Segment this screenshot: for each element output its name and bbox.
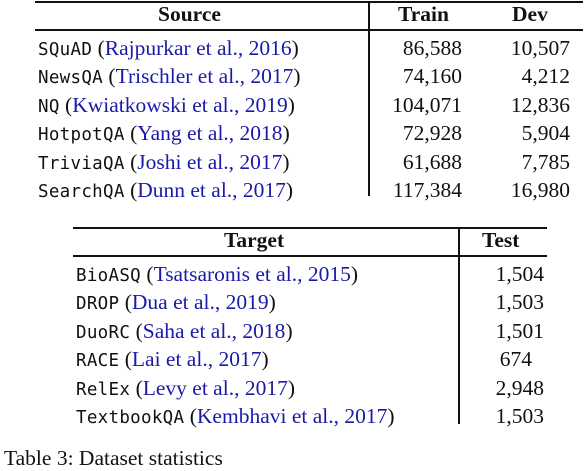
target-header-row: Target Test — [0, 226, 586, 255]
dev-value: 4,212 — [521, 64, 570, 88]
dataset-name: RACE — [76, 351, 120, 371]
dataset-name: SearchQA — [38, 182, 125, 202]
citation-link[interactable]: Kembhavi et al., 2017 — [196, 404, 388, 428]
dataset-name: TriviaQA — [38, 153, 125, 174]
train-value: 117,384 — [392, 178, 462, 202]
citation-link[interactable]: Joshi et al., 2017 — [137, 149, 283, 174]
citation-link[interactable]: Tsatsaronis et al., 2015 — [153, 261, 351, 286]
table-row: DuoRC (Saha et al., 2018) 1,501 — [76, 318, 544, 343]
train-value: 61,688 — [402, 149, 462, 174]
table-row: TriviaQA (Joshi et al., 2017) 61,688 7,7… — [38, 149, 570, 174]
dev-value: 16,980 — [510, 178, 570, 202]
citation-link[interactable]: Kwiatkowski et al., 2019 — [72, 92, 288, 117]
citation-link[interactable]: Saha et al., 2018 — [142, 318, 286, 343]
citation-link[interactable]: Dua et al., 2019 — [131, 290, 269, 314]
target-header-test: Test — [482, 228, 520, 252]
table-caption: Table 3: Dataset statistics — [4, 446, 223, 470]
table-row: NewsQA (Trischler et al., 2017) 74,160 4… — [38, 64, 570, 88]
table-row: RACE (Lai et al., 2017) 674 — [76, 347, 532, 371]
citation-link[interactable]: Levy et al., 2017 — [142, 375, 288, 400]
dataset-name: NQ — [38, 96, 60, 117]
source-header-train: Train — [398, 2, 449, 26]
table-row: RelEx (Levy et al., 2017) 2,948 — [76, 375, 544, 400]
test-value: 1,503 — [495, 404, 544, 428]
table-row: HotpotQA (Yang et al., 2018) 72,928 5,90… — [38, 121, 570, 145]
citation-link[interactable]: Rajpurkar et al., 2016 — [104, 35, 292, 60]
citation-link[interactable]: Lai et al., 2017 — [131, 347, 262, 371]
dataset-name: SQuAD — [38, 39, 93, 60]
test-value: 1,503 — [495, 290, 544, 314]
dev-value: 10,507 — [510, 35, 570, 60]
table-row: SearchQA (Dunn et al., 2017) 117,384 16,… — [38, 178, 570, 202]
source-header-dev: Dev — [512, 2, 548, 26]
source-table: Source Train Dev SQuAD (Rajpurkar et al.… — [0, 0, 586, 201]
table-row: DROP (Dua et al., 2019) 1,503 — [76, 290, 544, 314]
test-value: 2,948 — [495, 375, 544, 400]
source-header-source: Source — [158, 2, 221, 26]
dev-value: 7,785 — [521, 149, 570, 174]
dev-value: 12,836 — [510, 92, 570, 117]
table-row: BioASQ (Tsatsaronis et al., 2015) 1,504 — [76, 261, 544, 286]
citation-link[interactable]: Yang et al., 2018 — [137, 121, 283, 145]
dataset-name: HotpotQA — [38, 125, 125, 145]
dataset-name: BioASQ — [76, 265, 142, 286]
test-value: 1,504 — [495, 261, 544, 286]
train-value: 86,588 — [402, 35, 462, 60]
citation-link[interactable]: Dunn et al., 2017 — [137, 178, 286, 202]
target-table: Target Test BioASQ (Tsatsaronis et al., … — [0, 226, 586, 427]
target-header-target: Target — [224, 228, 285, 252]
test-value: 674 — [499, 347, 532, 371]
table-row: NQ (Kwiatkowski et al., 2019) 104,071 12… — [38, 92, 570, 117]
dataset-name: DROP — [76, 294, 120, 314]
target-header-rule — [73, 255, 547, 257]
test-value: 1,501 — [495, 318, 544, 343]
train-value: 104,071 — [392, 92, 462, 117]
target-top-rule — [73, 227, 547, 229]
source-header-rule — [35, 29, 583, 31]
target-column-divider — [458, 227, 460, 424]
citation-link[interactable]: Trischler et al., 2017 — [115, 64, 294, 88]
source-top-rule — [35, 1, 583, 3]
source-column-divider — [368, 1, 370, 196]
dataset-name: NewsQA — [38, 68, 104, 88]
dataset-name: DuoRC — [76, 322, 131, 343]
dataset-name: TextbookQA — [76, 408, 185, 428]
dataset-name: RelEx — [76, 379, 131, 400]
train-value: 74,160 — [402, 64, 462, 88]
table-row: TextbookQA (Kembhavi et al., 2017) 1,503 — [76, 404, 544, 428]
table-row: SQuAD (Rajpurkar et al., 2016) 86,588 10… — [38, 35, 570, 60]
source-header-row: Source Train Dev — [0, 0, 586, 29]
train-value: 72,928 — [402, 121, 462, 145]
dev-value: 5,904 — [521, 121, 570, 145]
